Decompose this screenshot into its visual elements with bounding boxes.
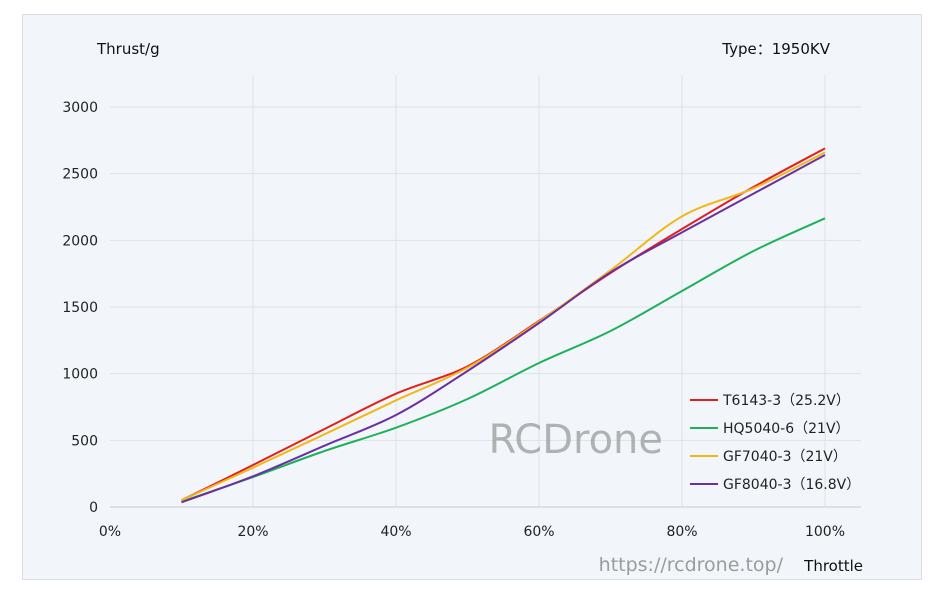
legend-label: GF8040-3（16.8V） xyxy=(723,477,860,493)
series-line-2 xyxy=(181,151,826,502)
legend-label: T6143-3（25.2V） xyxy=(722,393,850,409)
thrust-chart: 0 500 1000 1500 2000 2500 3000 0% 20% 40% 60% 80% 1… xyxy=(62,40,863,576)
chart-card: 0 500 1000 1500 2000 2500 3000 0% 20% 40% 60% 80% 1… xyxy=(22,14,922,580)
series-line-1 xyxy=(181,217,826,503)
series-line-3 xyxy=(181,154,826,504)
y-tick-label: 1500 xyxy=(62,300,98,316)
x-tick-label: 20% xyxy=(237,524,268,540)
type-label: Type：1950KV xyxy=(721,40,830,58)
legend: T6143-3（25.2V） HQ5040-6（21V） GF7040-3（21V）… xyxy=(690,393,860,493)
series-lines xyxy=(181,147,826,504)
x-ticks: 0% 20% 40% 60% 80% 100% xyxy=(99,524,845,540)
y-tick-label: 3000 xyxy=(62,100,98,116)
y-tick-label: 1000 xyxy=(62,367,98,383)
x-tick-label: 80% xyxy=(666,524,697,540)
x-tick-label: 0% xyxy=(99,524,121,540)
grid xyxy=(110,75,861,508)
y-tick-label: 2500 xyxy=(62,167,98,183)
x-tick-label: 60% xyxy=(523,524,554,540)
y-tick-label: 2000 xyxy=(62,233,98,249)
x-tick-label: 100% xyxy=(805,524,845,540)
y-tick-label: 500 xyxy=(71,433,98,449)
legend-label: GF7040-3（21V） xyxy=(723,449,847,465)
y-tick-label: 0 xyxy=(89,500,98,516)
y-ticks: 0 500 1000 1500 2000 2500 3000 xyxy=(62,100,98,516)
legend-label: HQ5040-6（21V） xyxy=(723,421,850,437)
watermark-url: https://rcdrone.top/ xyxy=(599,554,784,576)
watermark-rcdrone: RCDrone xyxy=(488,417,663,463)
x-tick-label: 40% xyxy=(380,524,411,540)
x-axis-label: Throttle xyxy=(803,557,863,575)
y-axis-label: Thrust/g xyxy=(96,40,160,58)
